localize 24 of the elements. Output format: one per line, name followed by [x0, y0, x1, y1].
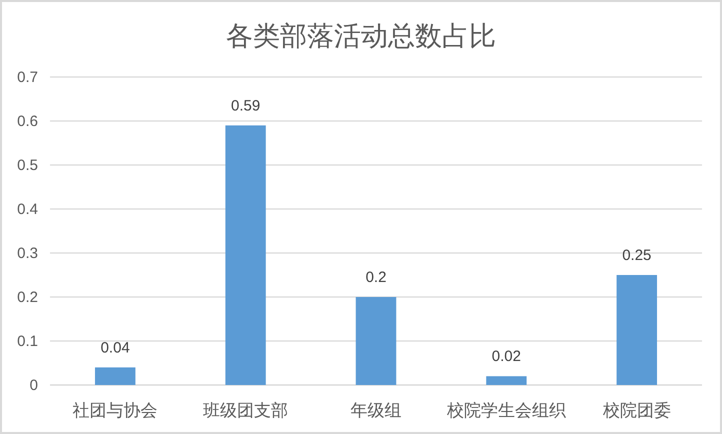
- bar: [356, 297, 396, 385]
- y-tick-label: 0: [30, 377, 38, 394]
- bar: [486, 376, 527, 385]
- data-label: 0.59: [231, 97, 260, 114]
- x-tick-label: 校院团委: [602, 401, 671, 420]
- data-label: 0.25: [622, 247, 652, 264]
- y-tick-label: 0.2: [17, 289, 38, 306]
- x-tick-label: 年级组: [350, 401, 402, 420]
- bar: [225, 125, 266, 385]
- data-label: 0.04: [100, 339, 130, 356]
- bar: [616, 275, 658, 385]
- y-tick-label: 0.7: [17, 69, 38, 86]
- y-tick-label: 0.5: [17, 157, 38, 174]
- chart-title: 各类部落活动总数占比: [226, 21, 496, 51]
- y-tick-label: 0.4: [17, 201, 38, 218]
- data-label: 0.2: [366, 269, 386, 286]
- data-label: 0.02: [492, 348, 521, 366]
- y-tick-label: 0.3: [17, 245, 38, 262]
- y-tick-label: 0.1: [17, 333, 38, 350]
- x-tick-label: 社团与协会: [72, 401, 158, 420]
- y-tick-label: 0.6: [17, 113, 38, 130]
- bar: [94, 367, 136, 385]
- x-tick-label: 校院学生会组织: [446, 401, 566, 420]
- x-tick-label: 班级团支部: [203, 401, 288, 420]
